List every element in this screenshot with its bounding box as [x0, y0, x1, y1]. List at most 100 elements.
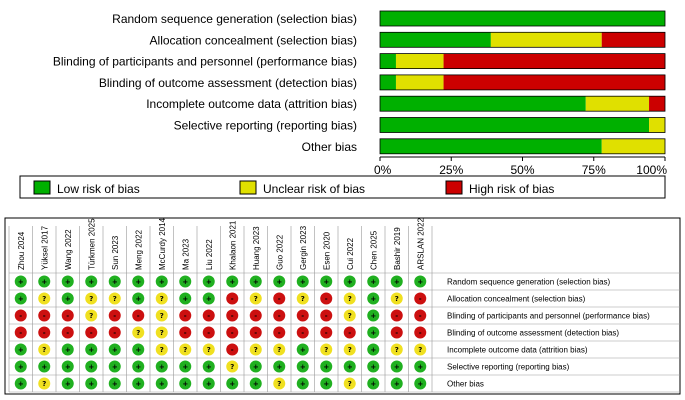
summary-frame: [4, 217, 681, 395]
bar-outline-selective-reporting-reporting-bias: [379, 117, 666, 133]
rating-symbol-high: -: [66, 312, 69, 320]
rating-dot-high: [108, 309, 121, 322]
rating-dot-low: [367, 360, 380, 373]
rating-dot-unclear: [132, 326, 145, 339]
rating-symbol-low: +: [159, 380, 165, 388]
domain-label-selective-reporting-reporting-bias: Selective reporting (reporting bias): [447, 363, 570, 372]
study-label: Gergin 2023: [299, 225, 308, 270]
rating-dot-high: [414, 309, 427, 322]
rating-dot-high: [38, 326, 51, 339]
rating-dot-high: [390, 309, 403, 322]
study-label: Ma 2023: [181, 238, 190, 270]
rating-symbol-high: -: [419, 295, 422, 303]
rating-dot-high: [343, 326, 356, 339]
category-label-blinding-of-participants-and-personnel-performance-bias: Blinding of participants and personnel (…: [53, 55, 357, 69]
rating-dot-low: [320, 377, 333, 390]
rating-dot-high: [320, 292, 333, 305]
rating-symbol-unclear: ?: [160, 295, 164, 303]
legend-swatch-unclear: [239, 180, 257, 195]
rating-symbol-low: +: [41, 278, 47, 286]
rating-symbol-low: +: [323, 278, 329, 286]
rating-symbol-unclear: ?: [160, 312, 164, 320]
x-tick-label: 25%: [439, 163, 463, 177]
rating-dot-high: [320, 326, 333, 339]
rating-symbol-high: -: [113, 329, 116, 337]
category-label-incomplete-outcome-data-attrition-bias: Incomplete outcome data (attrition bias): [146, 97, 357, 111]
rating-symbol-low: +: [112, 380, 118, 388]
rating-dot-unclear: [390, 343, 403, 356]
rating-dot-unclear: [343, 292, 356, 305]
rating-dot-low: [226, 275, 239, 288]
rating-symbol-unclear: ?: [160, 346, 164, 354]
bar-incomplete-outcome-data-attrition-bias-low-risk-of-bias: [380, 96, 586, 112]
rating-dot-high: [390, 326, 403, 339]
rating-dot-low: [14, 275, 27, 288]
bar-incomplete-outcome-data-attrition-bias-high-risk-of-bias: [649, 96, 665, 112]
rating-dot-low: [155, 275, 168, 288]
rating-dot-unclear: [343, 343, 356, 356]
rating-dot-unclear: [343, 309, 356, 322]
rating-dot-low: [320, 360, 333, 373]
rating-symbol-low: +: [159, 363, 165, 371]
rating-dot-low: [390, 275, 403, 288]
rating-symbol-low: +: [65, 278, 71, 286]
rating-dot-unclear: [38, 377, 51, 390]
study-label: Meng 2022: [134, 229, 143, 270]
rating-symbol-low: +: [300, 346, 306, 354]
rating-symbol-high: -: [395, 329, 398, 337]
rating-dot-low: [179, 360, 192, 373]
rating-dot-unclear: [155, 292, 168, 305]
rating-dot-high: [273, 292, 286, 305]
rating-dot-low: [132, 343, 145, 356]
rating-dot-low: [85, 275, 98, 288]
bar-blinding-of-outcome-assessment-detection-bias-unclear-risk-of-bias: [395, 74, 444, 90]
bar-outline-other-bias: [379, 138, 666, 155]
rating-symbol-high: -: [231, 346, 234, 354]
rating-symbol-high: -: [207, 312, 210, 320]
rating-symbol-unclear: ?: [254, 295, 258, 303]
rating-dot-low: [108, 360, 121, 373]
study-label: Bashir 2019: [393, 227, 402, 270]
rating-dot-unclear: [273, 377, 286, 390]
rating-symbol-high: -: [137, 312, 140, 320]
rating-dot-high: [132, 309, 145, 322]
rating-symbol-low: +: [88, 380, 94, 388]
rating-dot-low: [108, 343, 121, 356]
rating-symbol-high: -: [19, 312, 22, 320]
bar-selective-reporting-reporting-bias-low-risk-of-bias: [380, 117, 650, 133]
rating-dot-high: [202, 309, 215, 322]
category-label-other-bias: Other bias: [302, 140, 357, 154]
rating-symbol-low: +: [370, 278, 376, 286]
rating-dot-low: [296, 343, 309, 356]
bar-outline-incomplete-outcome-data-attrition-bias: [379, 95, 666, 112]
rating-symbol-low: +: [18, 346, 24, 354]
risk-of-bias-graph: Random sequence generation (selection bi…: [53, 10, 667, 177]
rating-dot-high: [14, 309, 27, 322]
rating-symbol-high: -: [301, 312, 304, 320]
rating-symbol-low: +: [182, 363, 188, 371]
rating-symbol-unclear: ?: [277, 346, 281, 354]
rating-dot-unclear: [249, 343, 262, 356]
rating-dot-low: [61, 292, 74, 305]
legend-label-unclear: Unclear risk of bias: [263, 182, 365, 196]
rating-symbol-low: +: [65, 380, 71, 388]
bar-blinding-of-outcome-assessment-detection-bias-low-risk-of-bias: [380, 74, 396, 90]
rating-dot-unclear: [226, 360, 239, 373]
rating-dot-low: [273, 275, 286, 288]
bar-other-bias-unclear-risk-of-bias: [601, 138, 665, 154]
rating-dot-high: [85, 326, 98, 339]
category-label-blinding-of-outcome-assessment-detection-bias: Blinding of outcome assessment (detectio…: [99, 76, 357, 90]
rating-dot-low: [202, 275, 215, 288]
rating-dot-low: [249, 377, 262, 390]
risk-of-bias-summary: Zhou 2024 Yüksel 2017 Wang 2022 Türkmen 202…: [8, 217, 680, 393]
bar-blinding-of-participants-and-personnel-performance-bias-unclear-risk-of-bias: [395, 53, 444, 69]
rating-symbol-high: -: [254, 312, 257, 320]
rating-dot-high: [108, 326, 121, 339]
rating-dot-low: [132, 292, 145, 305]
legend-label-high: High risk of bias: [469, 182, 554, 196]
rating-symbol-unclear: ?: [301, 295, 305, 303]
category-label-random-sequence-generation-selection-bias: Random sequence generation (selection bi…: [112, 12, 357, 26]
rating-dot-low: [202, 377, 215, 390]
rating-symbol-low: +: [182, 380, 188, 388]
